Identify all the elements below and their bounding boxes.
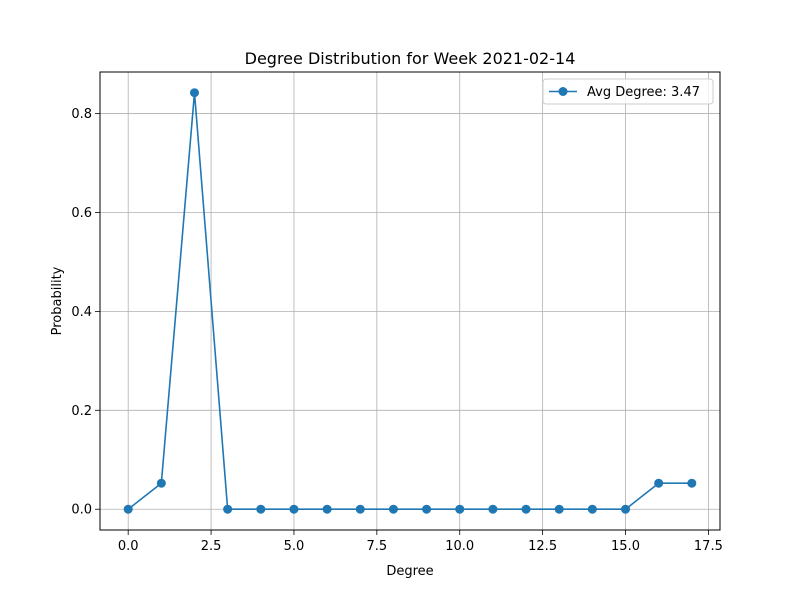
data-point-marker: [289, 504, 299, 514]
data-point-marker: [256, 504, 266, 514]
data-point-marker: [355, 504, 365, 514]
legend-box: [542, 78, 714, 105]
y-tick-label: 0.2: [71, 404, 92, 419]
y-tick-label: 0.8: [71, 107, 92, 122]
data-point-marker: [123, 504, 133, 514]
x-tick-label: 10.0: [445, 539, 474, 554]
series-layer: [123, 88, 697, 514]
y-tick-label: 0.6: [71, 206, 92, 221]
data-point-marker: [654, 478, 664, 488]
x-tick-label: 5.0: [284, 539, 305, 554]
chart-title: Degree Distribution for Week 2021-02-14: [245, 49, 576, 68]
axis-ticks: 0.0 2.5 5.0 7.5 10.0 12.5 15.0 17.5 0.0 0.2 0.4 0.6…: [71, 107, 723, 554]
legend-entry-label: Avg Degree: 3.47: [587, 85, 700, 100]
plot-area-frame: [99, 71, 721, 531]
data-point-marker: [687, 478, 697, 488]
x-tick-label: 0.0: [118, 539, 139, 554]
x-tick-label: 7.5: [367, 539, 388, 554]
y-axis-label: Probability: [50, 266, 65, 335]
x-axis-label: Degree: [386, 564, 433, 579]
data-point-marker: [322, 504, 332, 514]
x-tick-label: 15.0: [611, 539, 640, 554]
data-point-marker: [621, 504, 631, 514]
data-point-marker: [455, 504, 465, 514]
data-point-marker: [554, 504, 564, 514]
data-point-marker: [422, 504, 432, 514]
y-tick-label: 0.4: [71, 305, 92, 320]
data-point-marker: [156, 478, 166, 488]
legend-marker-swatch: [558, 87, 568, 96]
x-tick-label: 2.5: [201, 539, 222, 554]
x-tick-label: 17.5: [694, 539, 723, 554]
x-tick-label: 12.5: [528, 539, 557, 554]
legend: Avg Degree: 3.47: [542, 78, 714, 105]
data-point-marker: [488, 504, 498, 514]
data-point-marker: [388, 504, 398, 514]
y-tick-label: 0.0: [71, 503, 92, 518]
data-point-marker: [189, 88, 199, 98]
series-line: [127, 91, 692, 511]
data-point-marker: [587, 504, 597, 514]
data-point-marker: [223, 504, 233, 514]
data-point-marker: [521, 504, 531, 514]
